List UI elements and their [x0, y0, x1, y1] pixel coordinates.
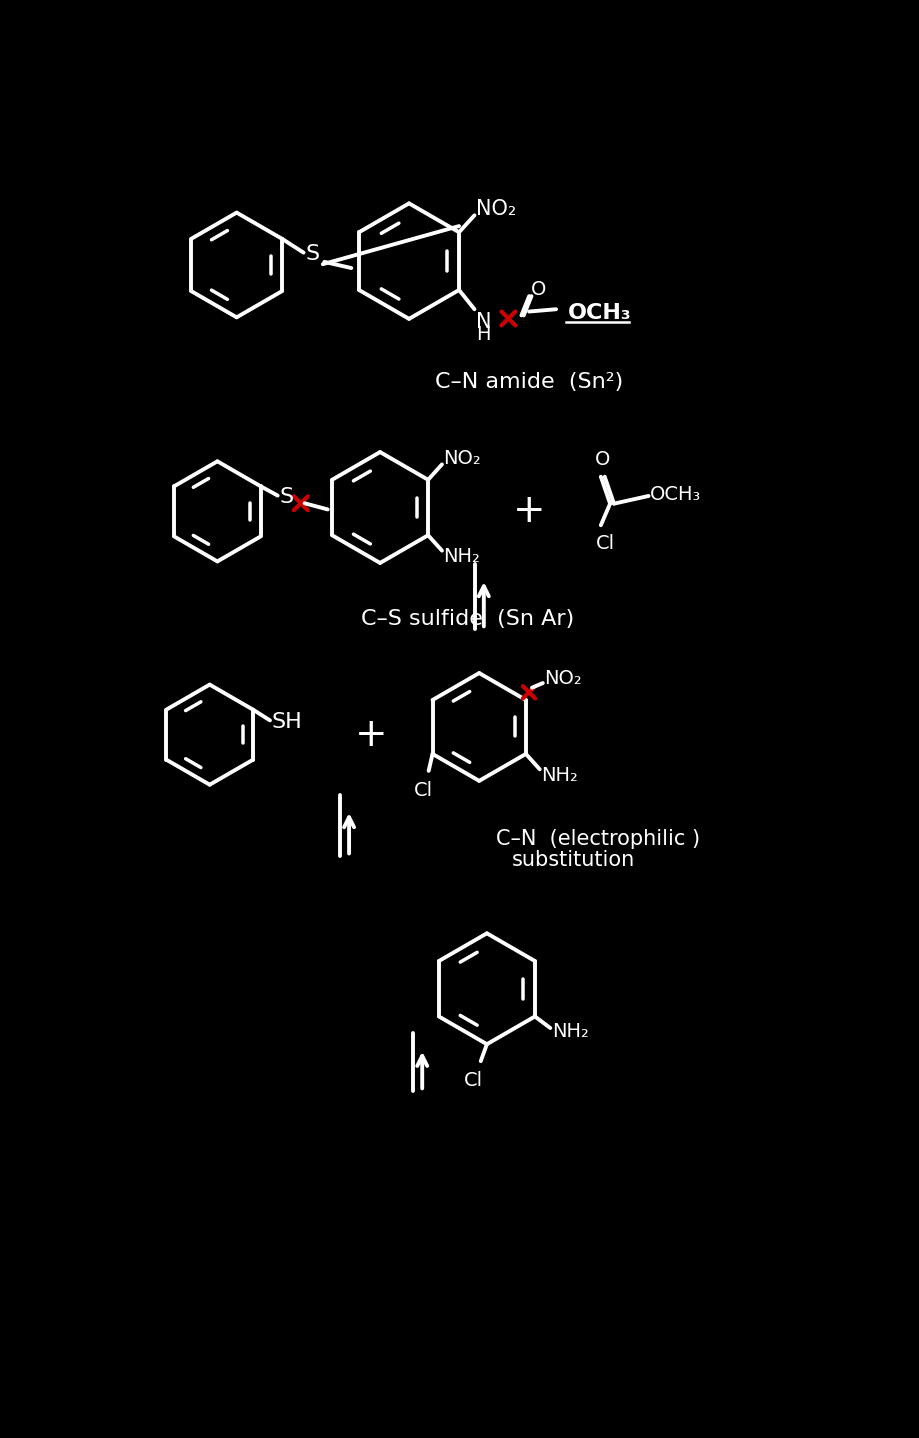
Text: SH: SH [271, 712, 302, 732]
Text: +: + [513, 492, 545, 531]
Text: OCH₃: OCH₃ [650, 485, 700, 503]
Text: Cl: Cl [414, 781, 432, 800]
Text: NH₂: NH₂ [551, 1022, 588, 1041]
Text: substitution: substitution [511, 850, 634, 870]
Text: Cl: Cl [596, 535, 615, 554]
Text: NH₂: NH₂ [540, 766, 577, 785]
Text: NO₂: NO₂ [544, 669, 582, 687]
Text: S: S [279, 487, 293, 508]
Text: S: S [305, 244, 319, 265]
Text: C–S sulfide  (Sn Ar): C–S sulfide (Sn Ar) [361, 610, 574, 630]
Text: O: O [594, 450, 609, 469]
Text: O: O [530, 280, 546, 299]
Text: H: H [475, 325, 490, 345]
Text: C–N amide  (Sn²): C–N amide (Sn²) [434, 372, 622, 393]
Text: Cl: Cl [463, 1071, 482, 1090]
Text: N: N [475, 312, 491, 332]
Text: NO₂: NO₂ [475, 198, 516, 219]
Text: NH₂: NH₂ [443, 548, 480, 567]
Text: OCH₃: OCH₃ [567, 303, 630, 324]
Text: NO₂: NO₂ [443, 449, 481, 467]
Text: C–N  (electrophilic ): C–N (electrophilic ) [495, 828, 699, 848]
Text: +: + [355, 716, 387, 754]
